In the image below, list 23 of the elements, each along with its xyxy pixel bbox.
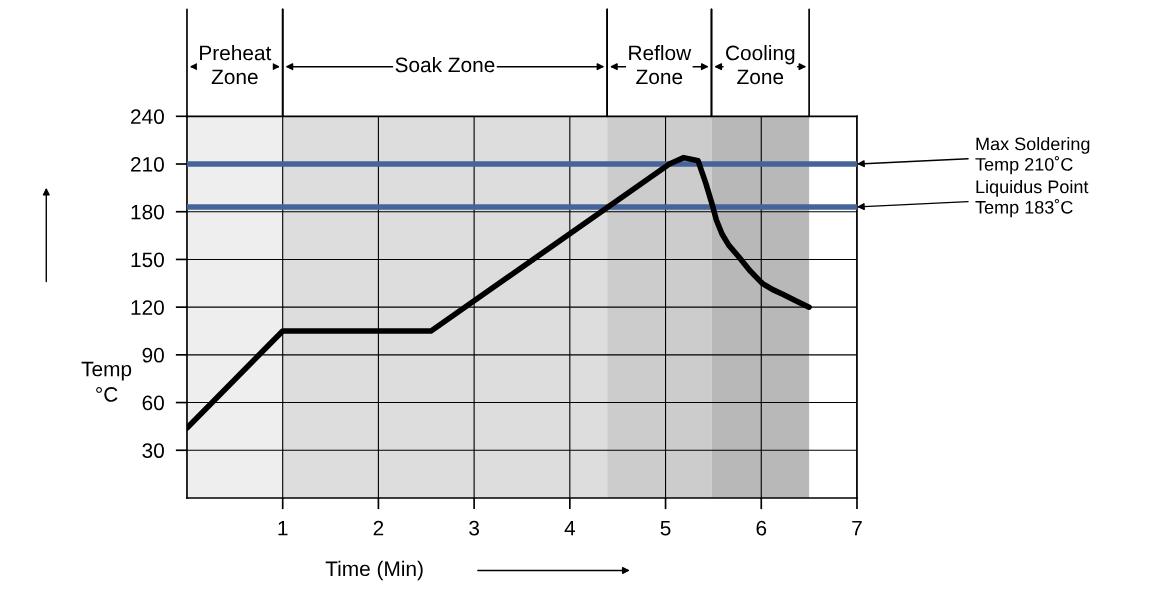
y-tick-label: 60 [142,395,164,411]
y-tick-label: 210 [131,157,164,172]
band-label: Preheat Zone [200,45,272,85]
y-tick-label: 150 [131,252,164,268]
x-tick-label: 6 [756,520,767,536]
band-label: Cooling Zone [726,45,795,85]
x-tick-label: 2 [373,520,384,536]
x-tick-label: 4 [564,520,576,536]
y-axis-title: Temp °C [81,361,132,402]
y-tick-label: 90 [142,347,164,363]
band-label: Soak Zone [395,56,495,73]
y-tick-label: 180 [131,204,164,220]
y-tick-label: 30 [142,443,164,459]
y-tick-label: 120 [131,300,164,315]
ref-line-label: Liquidus Point Temp 183˚C [975,179,1089,218]
band-label: Reflow Zone [629,45,692,85]
x-tick-label: 3 [469,520,479,536]
x-tick-label: 5 [660,520,671,536]
ref-line-label: Max Soldering Temp 210˚C [975,137,1090,175]
x-tick-label: 1 [278,520,288,536]
x-axis-title: Time (Min) [325,560,423,581]
y-tick-label: 240 [131,109,164,125]
x-tick-label: 7 [852,520,862,536]
